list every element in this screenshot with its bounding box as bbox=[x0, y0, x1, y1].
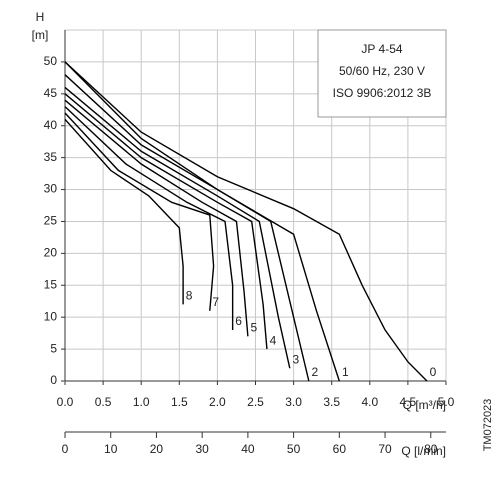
y-axis-unit: [m] bbox=[32, 28, 49, 42]
y-axis-label: H bbox=[36, 10, 45, 24]
x2-tick-label: 30 bbox=[195, 442, 209, 456]
pump-curve bbox=[64, 112, 215, 311]
pump-curve bbox=[64, 93, 268, 350]
y-tick-label: 5 bbox=[50, 341, 57, 355]
curve-label: 5 bbox=[251, 320, 258, 334]
x2-tick-label: 60 bbox=[333, 442, 347, 456]
x2-tick-label: 0 bbox=[62, 442, 69, 456]
y-tick-label: 10 bbox=[44, 309, 58, 323]
info-text: 50/60 Hz, 230 V bbox=[339, 64, 425, 78]
curve-label: 2 bbox=[311, 365, 318, 379]
x-tick-label: 1.5 bbox=[171, 395, 188, 409]
info-text: ISO 9906:2012 3B bbox=[333, 86, 432, 100]
info-text: JP 4-54 bbox=[361, 42, 402, 56]
curve-label: 6 bbox=[235, 314, 242, 328]
x2-tick-label: 20 bbox=[150, 442, 164, 456]
x-tick-label: 5.0 bbox=[438, 395, 455, 409]
y-tick-label: 40 bbox=[44, 118, 58, 132]
y-tick-label: 30 bbox=[44, 182, 58, 196]
curve-label: 0 bbox=[430, 365, 437, 379]
x-tick-label: 4.0 bbox=[361, 395, 378, 409]
x-tick-label: 1.0 bbox=[133, 395, 150, 409]
x2-axis-label: Q [l/min] bbox=[401, 444, 446, 458]
pump-curve bbox=[64, 74, 310, 382]
y-tick-label: 45 bbox=[44, 86, 58, 100]
curve-label: 4 bbox=[270, 333, 277, 347]
x-tick-label: 3.0 bbox=[285, 395, 302, 409]
pump-curve bbox=[64, 61, 428, 382]
curve-label: 1 bbox=[342, 365, 349, 379]
pump-curve bbox=[64, 86, 291, 369]
figure-code: TM072023 bbox=[482, 399, 494, 452]
y-tick-label: 50 bbox=[44, 54, 58, 68]
x-tick-label: 2.5 bbox=[247, 395, 264, 409]
x-tick-label: 2.0 bbox=[209, 395, 226, 409]
pump-curve bbox=[64, 118, 184, 305]
x-tick-label: 4.5 bbox=[400, 395, 417, 409]
x-axis-label: Q [m³/h] bbox=[403, 398, 446, 412]
x-tick-label: 0.0 bbox=[57, 395, 74, 409]
pump-curve bbox=[64, 106, 234, 330]
x2-tick-label: 50 bbox=[287, 442, 301, 456]
x-tick-label: 3.5 bbox=[323, 395, 340, 409]
curve-label: 3 bbox=[292, 352, 299, 366]
y-tick-label: 0 bbox=[50, 373, 57, 387]
y-tick-label: 35 bbox=[44, 150, 58, 164]
x2-tick-label: 70 bbox=[378, 442, 392, 456]
y-tick-label: 25 bbox=[44, 214, 58, 228]
info-box bbox=[317, 29, 447, 118]
pump-curve bbox=[64, 99, 249, 337]
x-tick-label: 0.5 bbox=[95, 395, 112, 409]
y-tick-label: 20 bbox=[44, 246, 58, 260]
curve-label: 7 bbox=[212, 295, 219, 309]
x2-tick-label: 10 bbox=[104, 442, 118, 456]
curve-label: 8 bbox=[186, 289, 193, 303]
x2-tick-label: 80 bbox=[424, 442, 438, 456]
y-tick-label: 15 bbox=[44, 277, 58, 291]
x2-tick-label: 40 bbox=[241, 442, 255, 456]
